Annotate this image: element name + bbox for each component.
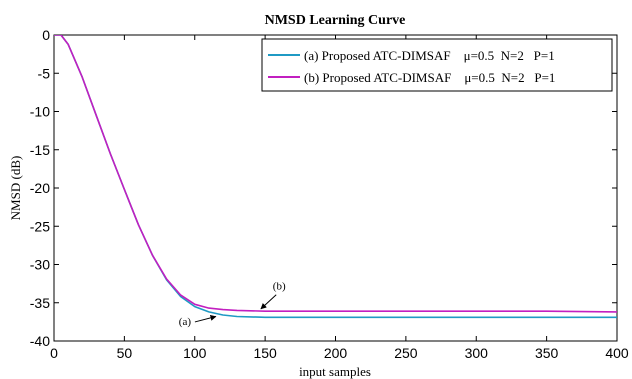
series-layer bbox=[54, 35, 617, 319]
x-tick-label: 350 bbox=[535, 345, 559, 361]
series-line-b bbox=[54, 35, 617, 313]
x-tick-label: 300 bbox=[465, 345, 489, 361]
annotation-label: (b) bbox=[273, 281, 286, 293]
legend-box bbox=[261, 38, 613, 92]
y-tick-label: -5 bbox=[38, 65, 51, 81]
y-tick-label: -35 bbox=[30, 295, 50, 311]
y-tick-label: -20 bbox=[30, 180, 50, 196]
x-tick-label: 0 bbox=[50, 345, 58, 361]
x-tick-label: 100 bbox=[183, 345, 207, 361]
x-tick-label: 200 bbox=[324, 345, 348, 361]
y-tick-label: -15 bbox=[30, 142, 50, 158]
annotation-arrow bbox=[260, 294, 277, 310]
x-tick-label: 50 bbox=[117, 345, 133, 361]
chart-title: NMSD Learning Curve bbox=[265, 13, 406, 28]
annotation-layer: (a) (b) bbox=[179, 281, 286, 328]
annotation-label: (a) bbox=[179, 316, 192, 328]
y-axis: 0 -5 -10 -15 -20 -25 -30 -35 -40 bbox=[30, 27, 617, 349]
y-axis-label: NMSD (dB) bbox=[8, 156, 23, 221]
x-tick-label: 250 bbox=[394, 345, 418, 361]
y-tick-label: -25 bbox=[30, 218, 50, 234]
y-tick-label: -40 bbox=[30, 333, 50, 349]
legend-label-a: (a) Proposed ATC-DIMSAF μ=0.5 N=2 P=1 bbox=[304, 48, 555, 63]
y-tick-label: -30 bbox=[30, 257, 50, 273]
legend-label-b: (b) Proposed ATC-DIMSAF μ=0.5 N=2 P=1 bbox=[304, 70, 555, 85]
legend: (a) Proposed ATC-DIMSAF μ=0.5 N=2 P=1 (b… bbox=[261, 38, 613, 92]
x-tick-label: 400 bbox=[605, 345, 629, 361]
x-axis: 0 50 100 150 200 250 300 350 400 bbox=[50, 35, 629, 361]
y-tick-label: 0 bbox=[42, 27, 50, 43]
x-tick-label: 150 bbox=[253, 345, 277, 361]
x-axis-label: input samples bbox=[299, 364, 371, 379]
annotation-arrow bbox=[194, 314, 217, 323]
y-tick-label: -10 bbox=[30, 104, 50, 120]
